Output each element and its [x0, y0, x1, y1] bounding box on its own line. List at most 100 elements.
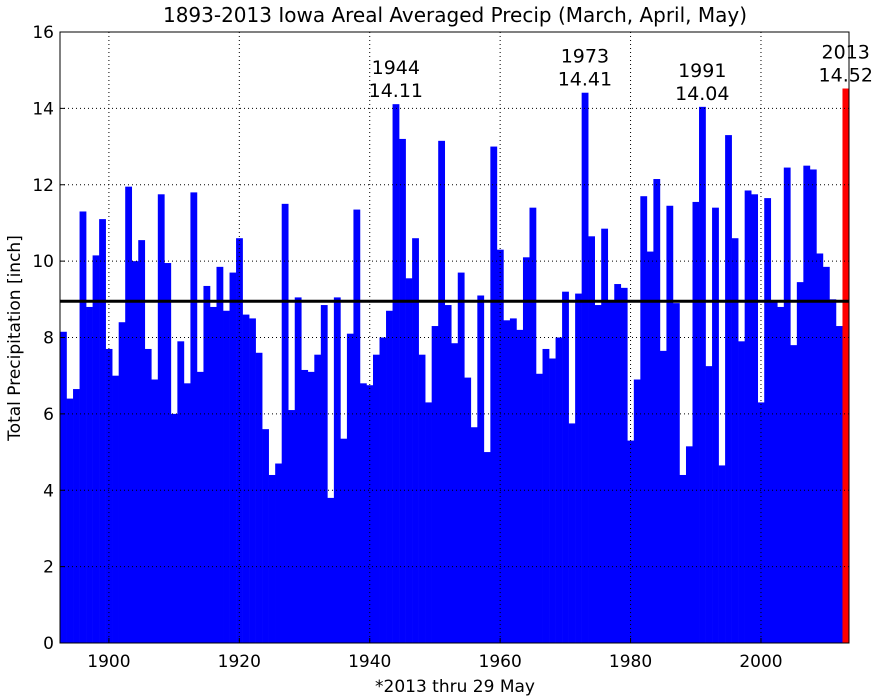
bar	[477, 295, 485, 643]
bar	[496, 249, 504, 643]
bar	[470, 427, 478, 643]
bar	[633, 379, 641, 643]
bar	[314, 354, 322, 643]
y-axis-label: Total Precipitation [inch]	[5, 235, 25, 442]
bar	[157, 194, 165, 643]
bar	[438, 140, 446, 643]
bar	[386, 310, 393, 643]
bar	[731, 238, 739, 643]
bar	[509, 318, 517, 643]
bar	[144, 348, 152, 643]
bar	[425, 402, 432, 643]
bar	[594, 305, 602, 643]
bar	[92, 255, 100, 643]
bar	[777, 306, 785, 643]
annotation-year: 1973	[561, 46, 609, 68]
bar	[138, 240, 146, 643]
bar	[764, 198, 772, 643]
x-tick-label: 1980	[609, 652, 652, 672]
bar	[268, 474, 276, 643]
bar	[816, 253, 824, 644]
bar	[536, 373, 543, 643]
chart-title: 1893-2013 Iowa Areal Averaged Precip (Ma…	[163, 3, 747, 27]
bar	[640, 196, 648, 644]
x-tick-label: 1920	[218, 652, 261, 672]
annotation-value: 14.11	[369, 80, 423, 102]
bar	[79, 211, 87, 643]
bar	[216, 266, 224, 643]
bar	[131, 261, 139, 643]
bar	[744, 190, 752, 643]
bar	[666, 205, 674, 644]
bar	[99, 219, 106, 643]
bar	[405, 278, 413, 643]
bar	[575, 293, 582, 643]
bar	[705, 366, 713, 643]
bar	[60, 331, 67, 643]
y-tick-label: 14	[32, 99, 54, 119]
bar	[796, 282, 804, 643]
bar	[653, 179, 661, 643]
bar	[829, 299, 837, 643]
bar	[288, 410, 296, 643]
bar	[725, 135, 732, 643]
bar	[359, 383, 367, 643]
bar	[333, 297, 341, 643]
bar	[340, 438, 348, 643]
bar	[399, 138, 406, 644]
bar	[770, 301, 778, 643]
bar	[183, 383, 191, 643]
bar	[372, 354, 380, 643]
annotation-year: 2013	[822, 42, 870, 64]
x-tick-label: 1940	[348, 652, 391, 672]
bar	[412, 238, 419, 643]
bar	[607, 301, 615, 643]
y-tick-label: 8	[43, 329, 54, 349]
bar	[196, 371, 204, 643]
bar	[105, 348, 113, 643]
bar	[86, 306, 93, 643]
bar	[392, 104, 400, 643]
bar	[275, 463, 283, 643]
bar	[294, 297, 302, 643]
bar	[790, 345, 798, 643]
bar	[242, 314, 250, 643]
y-tick-label: 16	[32, 23, 54, 43]
bar	[627, 440, 635, 643]
bar	[366, 385, 374, 643]
annotation-value: 14.41	[558, 69, 612, 91]
annotation-value: 14.04	[675, 83, 729, 105]
bar	[418, 354, 426, 643]
bar	[835, 326, 843, 643]
plot-frame	[59, 31, 850, 644]
bar	[327, 497, 335, 643]
bar	[542, 348, 550, 643]
bar	[307, 371, 315, 643]
annotation-year: 1991	[678, 60, 726, 82]
bar	[822, 266, 830, 643]
bar	[738, 341, 745, 643]
footnote: *2013 thru 29 May	[375, 677, 535, 697]
bar	[249, 318, 256, 643]
bar	[73, 389, 80, 643]
bar	[549, 358, 556, 643]
y-tick-label: 12	[32, 176, 54, 196]
bar	[699, 106, 706, 643]
bar	[646, 251, 654, 643]
bar	[255, 352, 263, 643]
bar	[529, 207, 537, 643]
bar	[659, 350, 667, 643]
bar	[490, 146, 498, 643]
bar	[588, 236, 595, 643]
bar	[151, 379, 159, 643]
bar	[431, 326, 439, 643]
x-tick-label: 2000	[739, 652, 782, 672]
y-tick-label: 0	[43, 634, 54, 654]
bar	[581, 92, 589, 643]
bar	[379, 337, 387, 643]
bar	[457, 272, 465, 643]
bar	[125, 186, 133, 644]
bar	[320, 305, 328, 643]
bar	[281, 203, 289, 643]
